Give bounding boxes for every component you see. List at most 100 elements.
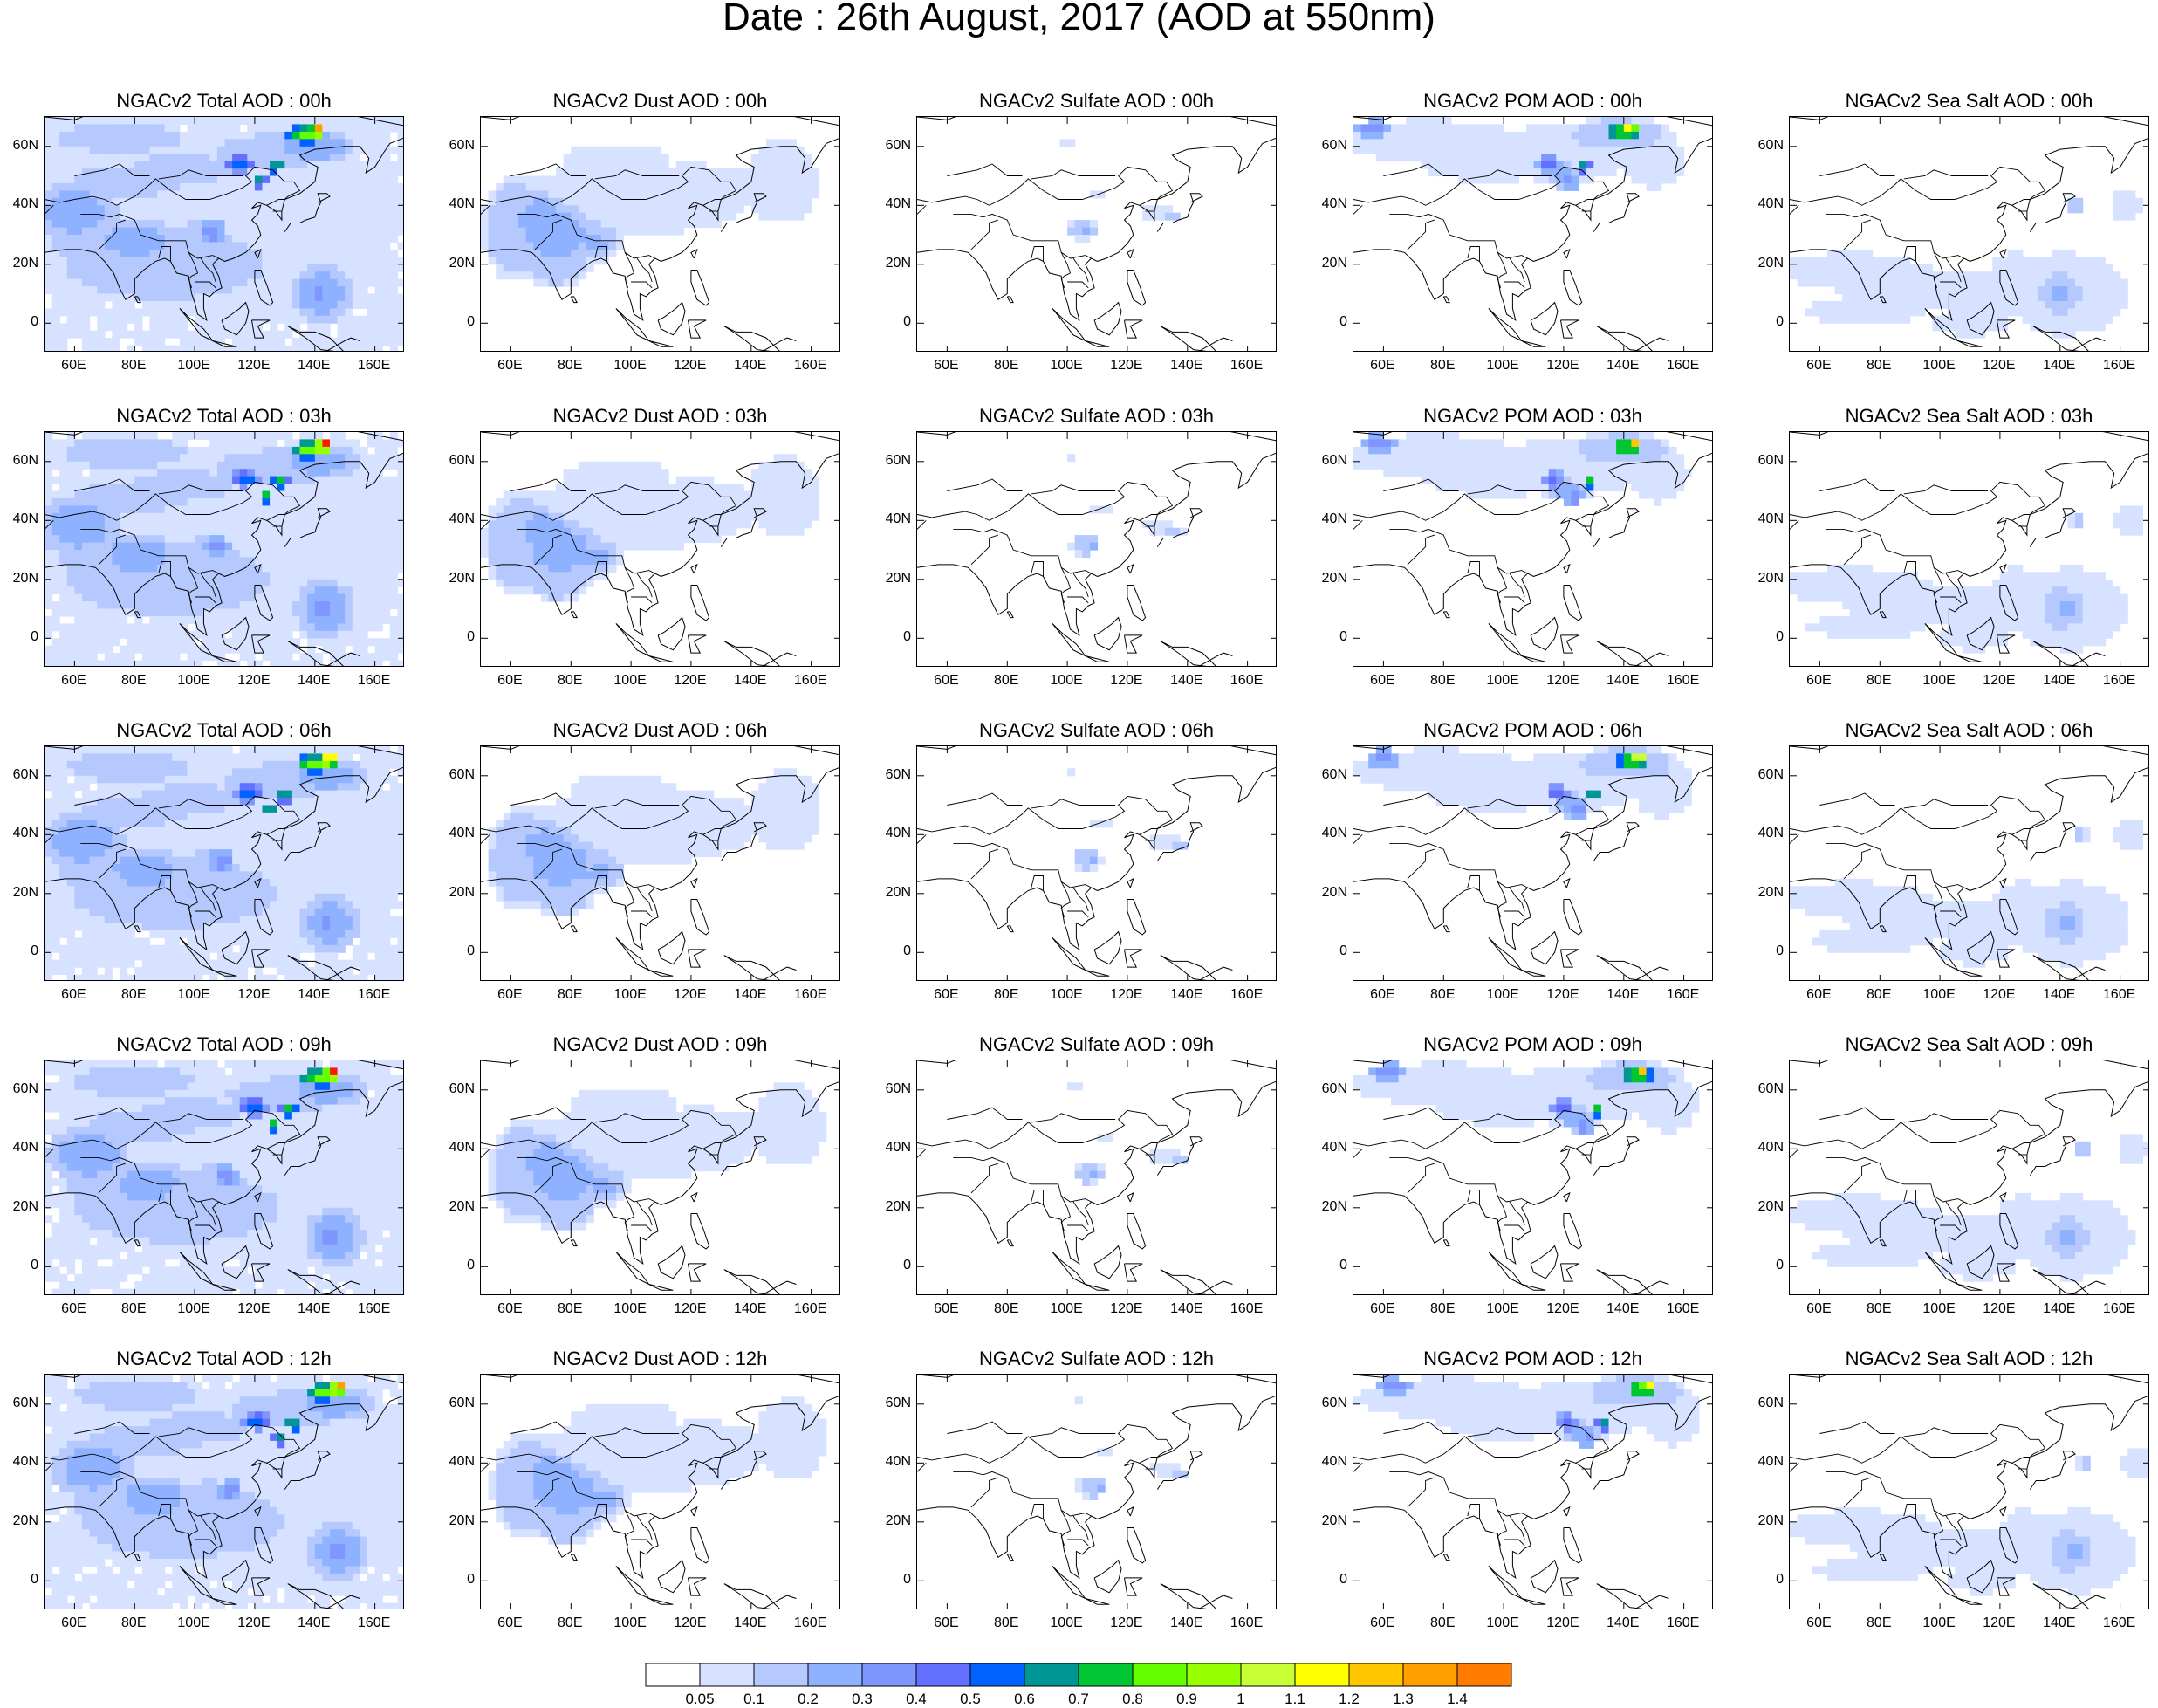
lat-tick-label: 60N bbox=[12, 137, 38, 153]
lon-tick-label: 100E bbox=[177, 358, 210, 373]
lon-tick-label: 160E bbox=[793, 987, 827, 1002]
lat-tick-label: 20N bbox=[885, 255, 911, 271]
panel-title: NGACv2 Sea Salt AOD : 09h bbox=[1845, 1033, 2093, 1055]
colorbar-swatch bbox=[1348, 1663, 1404, 1687]
coastlines bbox=[1790, 117, 2148, 351]
lat-tick-label: 60N bbox=[12, 1395, 38, 1410]
lon-tick-label: 80E bbox=[1867, 358, 1892, 373]
colorbar-swatch bbox=[969, 1663, 1025, 1687]
lon-tick-label: 80E bbox=[1430, 673, 1456, 688]
lon-tick-label: 160E bbox=[1666, 1615, 1700, 1630]
map-panel-total bbox=[44, 431, 404, 667]
lon-tick-label: 80E bbox=[121, 358, 147, 373]
lat-tick-label: 40N bbox=[1321, 1454, 1347, 1470]
lon-tick-label: 160E bbox=[1230, 1301, 1264, 1316]
lon-tick-label: 140E bbox=[734, 673, 767, 688]
coastlines bbox=[1353, 746, 1712, 980]
lon-tick-label: 160E bbox=[1230, 1615, 1264, 1630]
lat-tick-label: 60N bbox=[885, 452, 911, 468]
lon-tick-label: 160E bbox=[1666, 673, 1700, 688]
aod-field bbox=[1790, 505, 2143, 654]
lon-tick-label: 80E bbox=[558, 358, 583, 373]
lon-tick-label: 140E bbox=[298, 358, 331, 373]
lon-tick-label: 140E bbox=[2043, 1615, 2076, 1630]
aod-field bbox=[45, 1060, 403, 1294]
aod-field bbox=[1067, 768, 1189, 872]
coastlines bbox=[1790, 1375, 2148, 1609]
lat-tick-label: 20N bbox=[1757, 1198, 1784, 1214]
coastlines bbox=[1790, 432, 2148, 666]
lon-tick-label: 140E bbox=[1607, 1615, 1640, 1630]
colorbar-tick-label: 1 bbox=[1237, 1691, 1245, 1707]
lon-tick-label: 120E bbox=[1546, 358, 1579, 373]
lon-tick-label: 100E bbox=[1486, 358, 1519, 373]
map-panel-sulfate bbox=[916, 745, 1277, 981]
axis-ticks bbox=[1353, 1060, 1712, 1294]
lon-tick-label: 60E bbox=[61, 987, 86, 1002]
lon-tick-label: 80E bbox=[1430, 358, 1456, 373]
map-panel-dust bbox=[480, 1060, 840, 1295]
lon-tick-label: 80E bbox=[994, 673, 1019, 688]
lon-tick-label: 60E bbox=[1370, 1301, 1395, 1316]
lat-tick-label: 40N bbox=[449, 511, 475, 527]
colorbar-tick-label: 0.4 bbox=[906, 1691, 927, 1707]
lon-tick-label: 140E bbox=[1607, 673, 1640, 688]
panel-title: NGACv2 Dust AOD : 06h bbox=[552, 719, 768, 741]
lon-tick-label: 100E bbox=[177, 673, 210, 688]
colorbar-swatch bbox=[645, 1663, 701, 1687]
lat-tick-label: 0 bbox=[903, 1258, 911, 1273]
axis-ticks bbox=[45, 432, 403, 666]
lat-tick-label: 20N bbox=[12, 1513, 38, 1528]
map-panel-seasalt bbox=[1789, 431, 2149, 667]
lat-tick-label: 0 bbox=[31, 943, 38, 959]
aod-field bbox=[1353, 1060, 1700, 1135]
lat-tick-label: 60N bbox=[449, 1395, 475, 1410]
colorbar-tick-label: 0.7 bbox=[1068, 1691, 1089, 1707]
panel-title: NGACv2 POM AOD : 12h bbox=[1423, 1348, 1642, 1369]
axis-ticks bbox=[1353, 1375, 1712, 1609]
colorbar-tick-label: 0.5 bbox=[960, 1691, 981, 1707]
lat-tick-label: 40N bbox=[1321, 826, 1347, 841]
lon-tick-label: 80E bbox=[994, 1301, 1019, 1316]
lon-tick-label: 160E bbox=[2102, 1615, 2136, 1630]
lon-tick-label: 140E bbox=[1170, 1615, 1203, 1630]
lat-tick-label: 60N bbox=[1757, 1395, 1784, 1410]
lon-tick-label: 60E bbox=[497, 1615, 523, 1630]
map-panel-dust bbox=[480, 431, 840, 667]
lon-tick-label: 120E bbox=[674, 673, 707, 688]
lat-tick-label: 40N bbox=[1321, 511, 1347, 527]
panel-title: NGACv2 Sulfate AOD : 03h bbox=[978, 405, 1215, 427]
lat-tick-label: 60N bbox=[1321, 1080, 1347, 1096]
coastlines bbox=[1353, 117, 1712, 351]
colorbar-swatch bbox=[1240, 1663, 1296, 1687]
lat-tick-label: 0 bbox=[1776, 943, 1784, 959]
lon-tick-label: 60E bbox=[1806, 1301, 1832, 1316]
lon-tick-label: 140E bbox=[1607, 358, 1640, 373]
axis-ticks bbox=[45, 1375, 403, 1609]
lon-tick-label: 120E bbox=[1983, 1615, 2016, 1630]
lat-tick-label: 0 bbox=[903, 1572, 911, 1588]
lon-tick-label: 100E bbox=[177, 1615, 210, 1630]
lat-tick-label: 60N bbox=[449, 452, 475, 468]
panel-title: NGACv2 POM AOD : 03h bbox=[1423, 405, 1642, 427]
lon-tick-label: 160E bbox=[793, 1301, 827, 1316]
coastlines bbox=[45, 746, 403, 980]
lon-tick-label: 140E bbox=[1607, 1301, 1640, 1316]
lon-tick-label: 100E bbox=[1050, 1301, 1083, 1316]
panel-title: NGACv2 Total AOD : 00h bbox=[116, 90, 332, 112]
lat-tick-label: 20N bbox=[1321, 255, 1347, 271]
lon-tick-label: 140E bbox=[298, 1615, 331, 1630]
lon-tick-label: 140E bbox=[734, 987, 767, 1002]
lon-tick-label: 60E bbox=[61, 1615, 86, 1630]
lon-tick-label: 120E bbox=[1546, 1615, 1579, 1630]
lon-tick-label: 80E bbox=[994, 1615, 1019, 1630]
lon-tick-label: 120E bbox=[237, 1615, 271, 1630]
lon-tick-label: 80E bbox=[994, 358, 1019, 373]
lon-tick-label: 80E bbox=[1430, 1615, 1456, 1630]
colorbar-swatch bbox=[1078, 1663, 1134, 1687]
colorbar-tick-label: 0.1 bbox=[743, 1691, 764, 1707]
lat-tick-label: 0 bbox=[31, 314, 38, 330]
lon-tick-label: 100E bbox=[1922, 673, 1956, 688]
lon-tick-label: 60E bbox=[1370, 358, 1395, 373]
lat-tick-label: 20N bbox=[449, 570, 475, 586]
